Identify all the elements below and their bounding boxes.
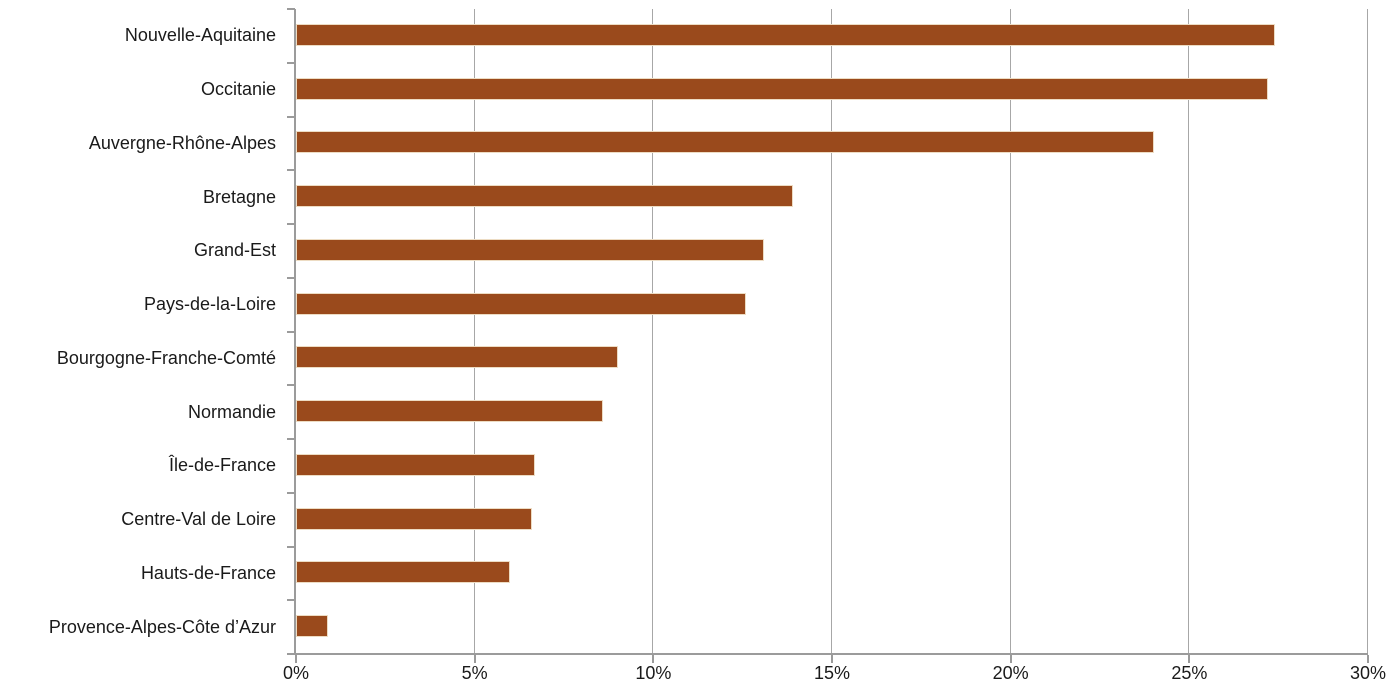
y-axis-line — [294, 9, 296, 654]
gridline — [652, 9, 654, 654]
x-tick-label: 20% — [992, 663, 1029, 683]
bar — [296, 346, 618, 369]
bar — [296, 400, 604, 423]
bar — [296, 615, 329, 638]
y-axis-tick — [287, 599, 295, 602]
x-axis-tick — [1188, 655, 1191, 663]
y-axis-tick — [287, 223, 295, 225]
category-label: Île-de-France — [168, 455, 276, 476]
x-axis-line — [287, 653, 1368, 655]
y-axis-tick — [287, 330, 295, 333]
y-axis-labels: Nouvelle-Aquitaine Occitanie Auvergne-Rhôn… — [0, 9, 286, 654]
y-axis-tick — [287, 115, 295, 118]
plot-area — [296, 9, 1368, 654]
category-label: Grand-Est — [193, 240, 276, 261]
x-axis-tick — [831, 655, 833, 663]
bar — [296, 561, 511, 584]
category-label: Pays-de-la-Loire — [143, 294, 276, 315]
y-axis-tick — [287, 169, 295, 172]
bar — [296, 131, 1154, 154]
category-label: Hauts-de-France — [140, 562, 276, 583]
y-axis-tick — [287, 491, 295, 494]
gridline — [1367, 9, 1368, 654]
bar — [296, 453, 536, 476]
category-label: Auvergne-Rhône-Alpes — [88, 132, 276, 153]
x-tick-label: 0% — [282, 663, 310, 683]
x-tick-label: 30% — [1349, 663, 1387, 683]
bar — [296, 238, 765, 261]
gridline — [1188, 9, 1190, 654]
y-axis-tick — [287, 61, 295, 64]
category-label: Bourgogne-Franche-Comté — [56, 347, 276, 368]
x-axis-tick — [1367, 655, 1369, 663]
bar — [296, 507, 532, 530]
category-label: Centre-Val de Loire — [121, 509, 276, 530]
gridline — [831, 9, 832, 654]
category-label: Occitanie — [200, 79, 276, 100]
category-label: Bretagne — [202, 186, 276, 207]
y-axis-tick — [287, 438, 295, 440]
x-axis-tick — [295, 655, 297, 663]
x-axis-tick — [652, 655, 655, 663]
bar — [296, 77, 1268, 100]
y-axis-tick — [287, 545, 295, 548]
x-axis-tick — [1009, 655, 1012, 663]
category-label: Provence-Alpes-Côte d’Azur — [48, 616, 276, 637]
x-tick-label: 25% — [1171, 663, 1208, 683]
y-axis-tick — [287, 8, 295, 10]
bar — [296, 292, 747, 315]
x-tick-label: 5% — [461, 663, 488, 683]
gridline — [1009, 9, 1011, 654]
gridline — [473, 9, 475, 654]
category-label: Normandie — [187, 401, 276, 422]
y-axis-tick — [287, 276, 295, 279]
y-axis-tick — [287, 384, 295, 387]
category-label: Nouvelle-Aquitaine — [124, 25, 276, 46]
x-tick-label: 10% — [635, 663, 672, 683]
bar — [296, 23, 1276, 46]
y-axis-tick — [287, 653, 295, 655]
x-axis-tick — [473, 655, 476, 663]
bar — [296, 185, 793, 208]
x-tick-label: 15% — [813, 663, 851, 683]
